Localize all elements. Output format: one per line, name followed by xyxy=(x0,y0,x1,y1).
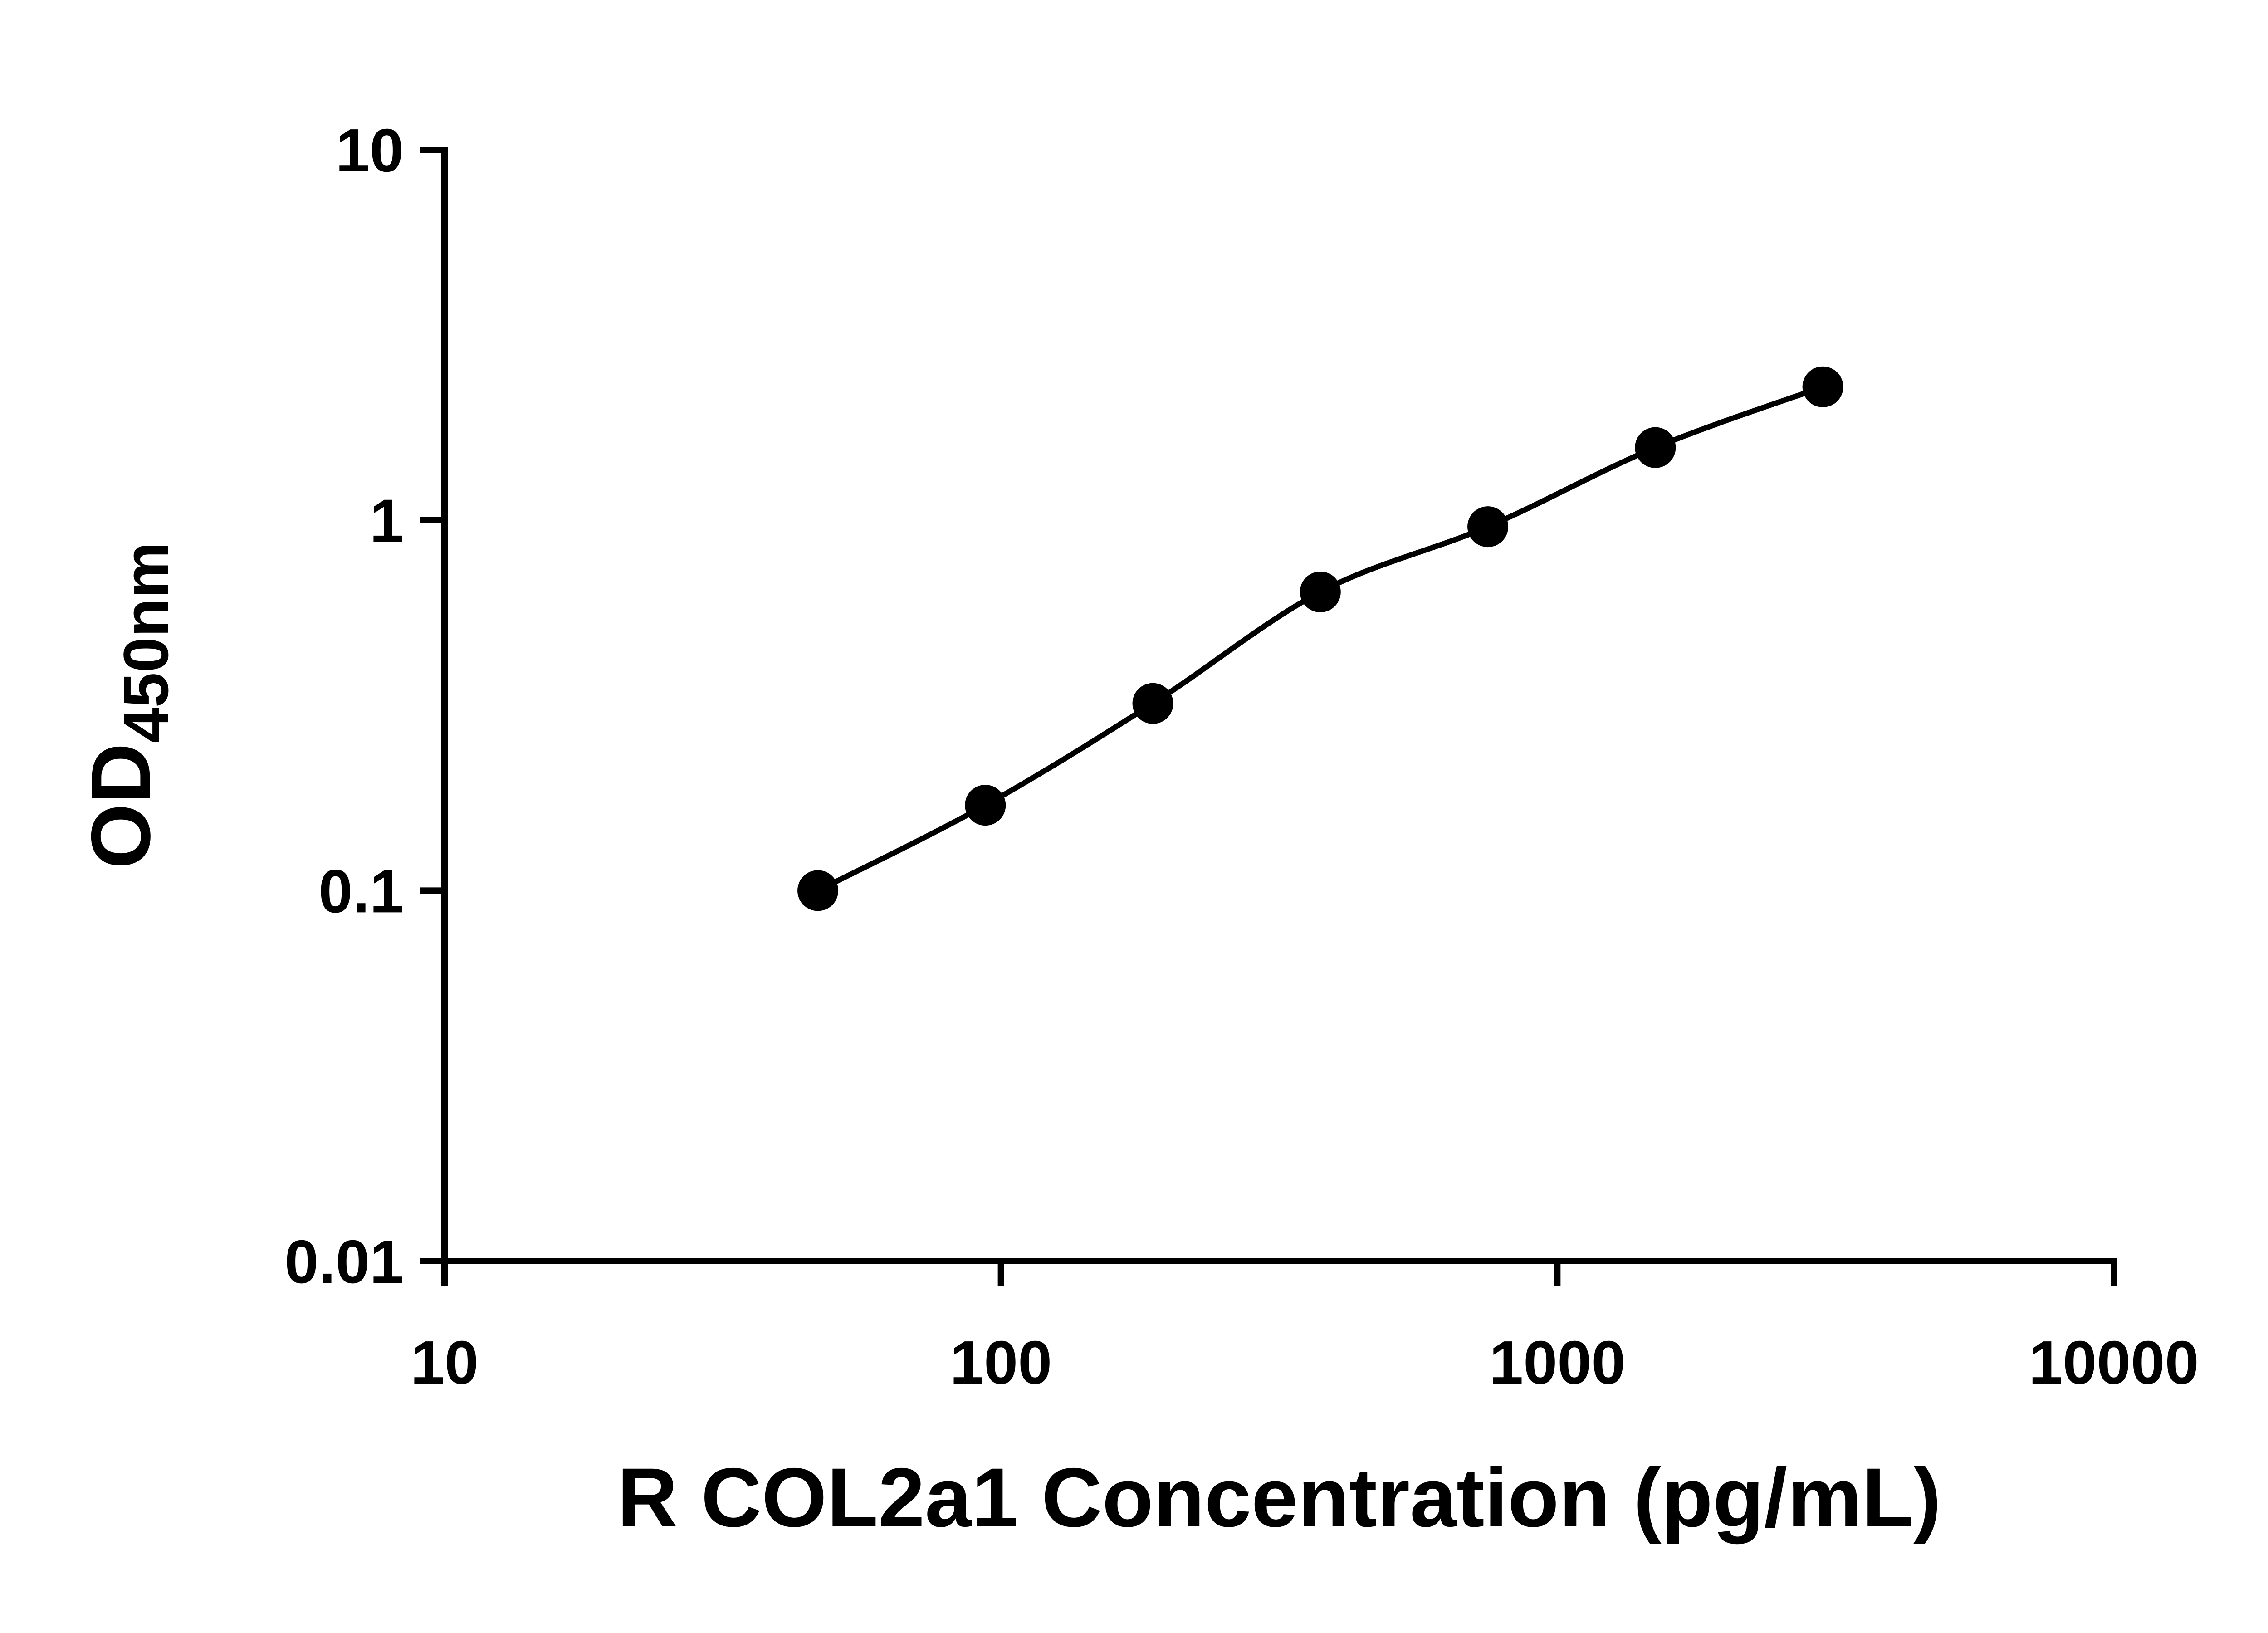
y-tick-label: 0.1 xyxy=(318,857,404,925)
y-axis-title-subscript: 450nm xyxy=(110,542,181,743)
data-point xyxy=(1132,683,1173,724)
x-axis-title: R COL2a1 Concentration (pg/mL) xyxy=(617,1451,1941,1545)
x-tick-label: 10 xyxy=(411,1328,479,1397)
x-tick-label: 10000 xyxy=(2028,1328,2199,1397)
data-point xyxy=(1467,506,1509,548)
y-tick-label: 10 xyxy=(336,116,404,185)
data-point xyxy=(1300,571,1341,612)
plot-area: 10 100 1000 10000 0.01 0.1 1 10 xyxy=(284,116,2199,1397)
data-point xyxy=(1635,427,1676,468)
x-tick-label: 100 xyxy=(950,1328,1052,1397)
y-tick-label: 0.01 xyxy=(284,1227,404,1296)
y-axis-title: OD450nm xyxy=(74,542,181,869)
data-point xyxy=(797,870,839,911)
y-axis-title-main: OD xyxy=(74,743,168,869)
data-point xyxy=(1802,366,1843,407)
x-tick-label: 1000 xyxy=(1489,1328,1625,1397)
data-point xyxy=(965,785,1006,826)
y-tick-label: 1 xyxy=(370,487,404,555)
